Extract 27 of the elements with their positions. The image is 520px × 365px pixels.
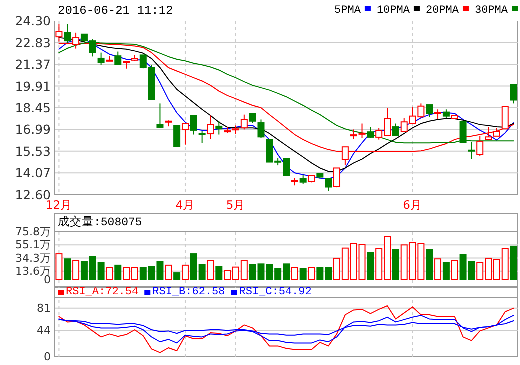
y-tick-label: 24.30 bbox=[15, 14, 52, 28]
legend-label: 30PMA bbox=[474, 5, 508, 17]
legend-label: 5PMA bbox=[334, 5, 362, 17]
y-tick-label: 81 bbox=[37, 302, 51, 315]
legend-label: 20PMA bbox=[426, 5, 460, 17]
y-tick-label: 34.3万 bbox=[16, 252, 51, 265]
x-tick-label: 4月 bbox=[176, 198, 196, 212]
x-tick-label: 6月 bbox=[403, 198, 422, 212]
legend-label: RSI_C:54.92 bbox=[239, 286, 312, 298]
chart-title: 成交量:508075 bbox=[58, 214, 142, 230]
y-tick-label: 55.1万 bbox=[16, 238, 51, 252]
y-tick-label: 21.37 bbox=[15, 57, 51, 72]
legend-label: 10PMA bbox=[376, 5, 410, 17]
y-tick-label: 0 bbox=[44, 350, 51, 364]
x-tick-label: 5月 bbox=[226, 198, 246, 212]
legend-label: RSI_B:62.58 bbox=[152, 286, 226, 298]
y-tick-label: 19.91 bbox=[15, 78, 51, 94]
y-tick-label: 22.83 bbox=[15, 35, 51, 50]
chart-title: 2016-06-21 11:12 bbox=[58, 4, 174, 18]
y-tick-label: 14.07 bbox=[15, 166, 51, 181]
x-tick-label: 12月 bbox=[46, 198, 73, 212]
y-tick-label: 18.45 bbox=[15, 100, 51, 116]
y-tick-label: 75.8万 bbox=[16, 226, 51, 238]
legend-label: RSI_A:72.54 bbox=[66, 286, 140, 298]
y-tick-label: 15.53 bbox=[15, 144, 51, 159]
y-tick-label: 44 bbox=[37, 324, 51, 338]
y-tick-label: 16.99 bbox=[15, 122, 52, 138]
